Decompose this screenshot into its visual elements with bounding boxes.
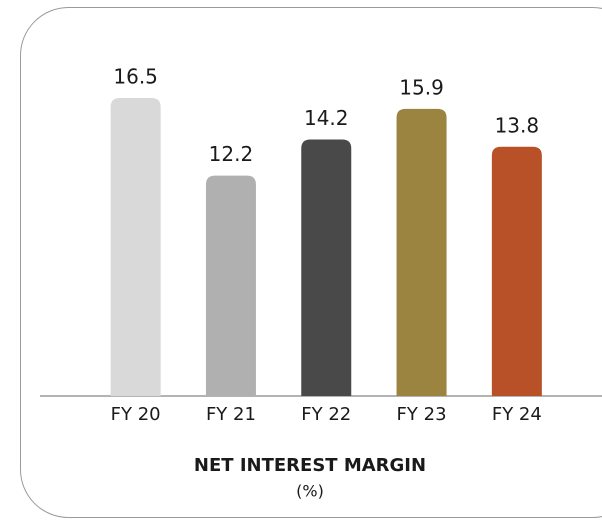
chart-title: NET INTEREST MARGIN [194, 455, 426, 476]
bar [396, 108, 447, 396]
bar [491, 146, 542, 396]
data-label: 12.2 [209, 142, 254, 166]
data-label: 14.2 [304, 106, 349, 130]
bar [110, 98, 161, 396]
data-label: 16.5 [113, 65, 158, 89]
data-label: 15.9 [399, 75, 444, 99]
bar [301, 139, 352, 396]
x-tick-label: FY 23 [397, 404, 447, 425]
bar [205, 175, 256, 396]
x-tick-label: FY 21 [206, 404, 256, 425]
panel-border [20, 7, 602, 518]
x-tick-label: FY 22 [301, 404, 351, 425]
data-label: 13.8 [495, 113, 540, 137]
chart-subtitle: (%) [296, 482, 324, 501]
x-tick-label: FY 20 [111, 404, 161, 425]
x-tick-label: FY 24 [492, 404, 542, 425]
